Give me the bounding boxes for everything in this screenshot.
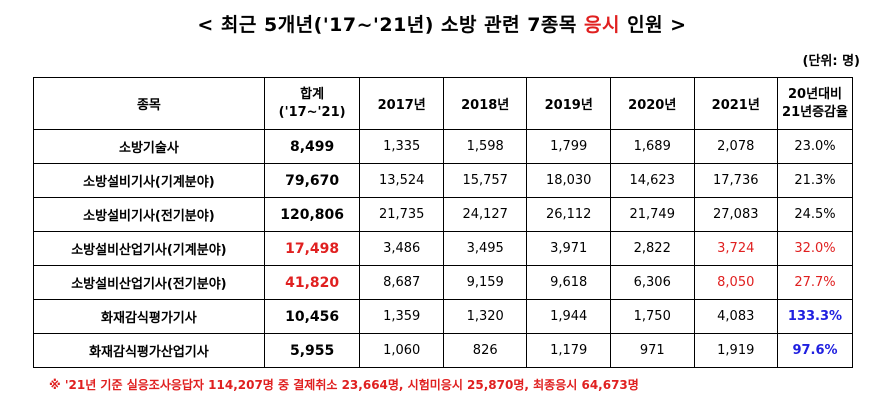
row-2017: 3,486: [359, 231, 444, 266]
row-2021: 4,083: [693, 299, 779, 334]
header-2018: 2018년: [442, 77, 528, 130]
row-2020: 2,822: [609, 231, 695, 266]
row-2021: 17,736: [693, 163, 779, 198]
row-name: 소방설비기사(기계분야): [33, 163, 265, 198]
row-total: 10,456: [263, 299, 361, 334]
title-suffix: 인원 >: [619, 14, 687, 36]
header-2020: 2020년: [609, 77, 695, 130]
row-2021: 8,050: [693, 265, 779, 300]
row-2017: 1,359: [359, 299, 444, 334]
row-name: 소방설비산업기사(전기분야): [33, 265, 265, 300]
row-2017: 1,335: [359, 129, 444, 164]
table-row: 소방설비기사(기계분야) 79,670 13,524 15,757 18,030…: [33, 163, 853, 198]
row-2017: 8,687: [359, 265, 444, 300]
row-2020: 1,689: [609, 129, 695, 164]
header-total: 합계 ('17~'21): [263, 77, 361, 130]
row-2020: 6,306: [609, 265, 695, 300]
row-2018: 24,127: [442, 197, 528, 232]
row-change: 24.5%: [777, 197, 853, 232]
row-name: 화재감식평가산업기사: [33, 333, 265, 368]
row-2019: 1,799: [526, 129, 611, 164]
row-2020: 21,749: [609, 197, 695, 232]
header-item: 종목: [33, 77, 265, 130]
row-name: 소방기술사: [33, 129, 265, 164]
footnote: ※ '21년 기준 실응조사응답자 114,207명 중 결제취소 23,664…: [49, 378, 639, 392]
row-2018: 1,320: [442, 299, 528, 334]
header-change-line2: 21년증감율: [782, 104, 848, 120]
row-name: 화재감식평가기사: [33, 299, 265, 334]
header-2021: 2021년: [693, 77, 779, 130]
row-2019: 26,112: [526, 197, 611, 232]
row-2020: 14,623: [609, 163, 695, 198]
row-2021: 2,078: [693, 129, 779, 164]
row-change: 32.0%: [777, 231, 853, 266]
row-2020: 971: [609, 333, 695, 368]
header-change: 20년대비 21년증감율: [777, 77, 853, 130]
header-change-line1: 20년대비: [788, 86, 842, 102]
table-row: 소방설비산업기사(전기분야) 41,820 8,687 9,159 9,618 …: [33, 265, 853, 300]
row-2017: 13,524: [359, 163, 444, 198]
row-2018: 826: [442, 333, 528, 368]
row-2021: 27,083: [693, 197, 779, 232]
table-row: 화재감식평가기사 10,456 1,359 1,320 1,944 1,750 …: [33, 299, 853, 334]
header-2019: 2019년: [526, 77, 611, 130]
row-total: 17,498: [263, 231, 361, 266]
row-total: 8,499: [263, 129, 361, 164]
header-total-line1: 합계: [300, 86, 325, 102]
row-total: 120,806: [263, 197, 361, 232]
row-change: 133.3%: [777, 299, 853, 334]
row-2017: 21,735: [359, 197, 444, 232]
applicants-table: 종목 합계 ('17~'21) 2017년 2018년 2019년 2020년 …: [33, 77, 853, 368]
table-row: 소방설비산업기사(기계분야) 17,498 3,486 3,495 3,971 …: [33, 231, 853, 266]
row-2021: 1,919: [693, 333, 779, 368]
row-2018: 15,757: [442, 163, 528, 198]
title-highlight: 응시: [584, 14, 620, 36]
unit-label: (단위: 명): [802, 54, 861, 69]
row-change: 21.3%: [777, 163, 853, 198]
row-2017: 1,060: [359, 333, 444, 368]
row-2019: 9,618: [526, 265, 611, 300]
table-header-row: 종목 합계 ('17~'21) 2017년 2018년 2019년 2020년 …: [33, 77, 853, 130]
row-name: 소방설비기사(전기분야): [33, 197, 265, 232]
row-total: 41,820: [263, 265, 361, 300]
row-total: 79,670: [263, 163, 361, 198]
row-2019: 3,971: [526, 231, 611, 266]
row-change: 27.7%: [777, 265, 853, 300]
row-2019: 1,179: [526, 333, 611, 368]
row-2019: 18,030: [526, 163, 611, 198]
row-total: 5,955: [263, 333, 361, 368]
row-2020: 1,750: [609, 299, 695, 334]
row-change: 97.6%: [777, 333, 853, 368]
row-2018: 9,159: [442, 265, 528, 300]
table-row: 소방설비기사(전기분야) 120,806 21,735 24,127 26,11…: [33, 197, 853, 232]
page-title: < 최근 5개년('17~'21년) 소방 관련 7종목 응시 인원 >: [0, 10, 884, 37]
row-2021: 3,724: [693, 231, 779, 266]
row-2018: 1,598: [442, 129, 528, 164]
title-prefix: < 최근 5개년('17~'21년) 소방 관련 7종목: [197, 14, 585, 36]
header-2017: 2017년: [359, 77, 444, 130]
row-2019: 1,944: [526, 299, 611, 334]
row-2018: 3,495: [442, 231, 528, 266]
table-row: 소방기술사 8,499 1,335 1,598 1,799 1,689 2,07…: [33, 129, 853, 164]
table-row: 화재감식평가산업기사 5,955 1,060 826 1,179 971 1,9…: [33, 333, 853, 368]
row-change: 23.0%: [777, 129, 853, 164]
row-name: 소방설비산업기사(기계분야): [33, 231, 265, 266]
header-total-line2: ('17~'21): [278, 104, 346, 120]
